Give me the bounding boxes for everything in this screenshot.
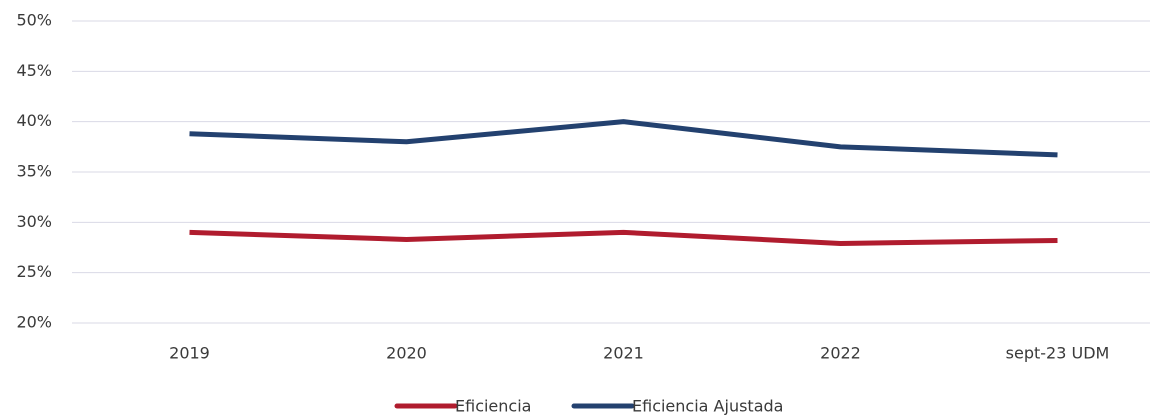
x-tick-label: 2020 <box>386 344 427 363</box>
y-tick-label: 40% <box>16 111 52 130</box>
y-tick-label: 50% <box>16 11 52 30</box>
series-line <box>189 229 1058 246</box>
y-tick-label: 20% <box>16 313 52 332</box>
y-tick-label: 35% <box>16 162 52 181</box>
y-tick-label: 30% <box>16 212 52 231</box>
x-tick-label: 2019 <box>169 344 210 363</box>
x-tick-label: sept-23 UDM <box>1006 344 1110 363</box>
legend-label: Eficiencia Ajustada <box>632 397 783 416</box>
y-tick-label: 45% <box>16 61 52 80</box>
x-tick-label: 2022 <box>820 344 861 363</box>
x-tick-label: 2021 <box>603 344 644 363</box>
y-tick-label: 25% <box>16 262 52 281</box>
legend-label: Eficiencia <box>455 397 531 416</box>
series-line <box>189 119 1058 158</box>
